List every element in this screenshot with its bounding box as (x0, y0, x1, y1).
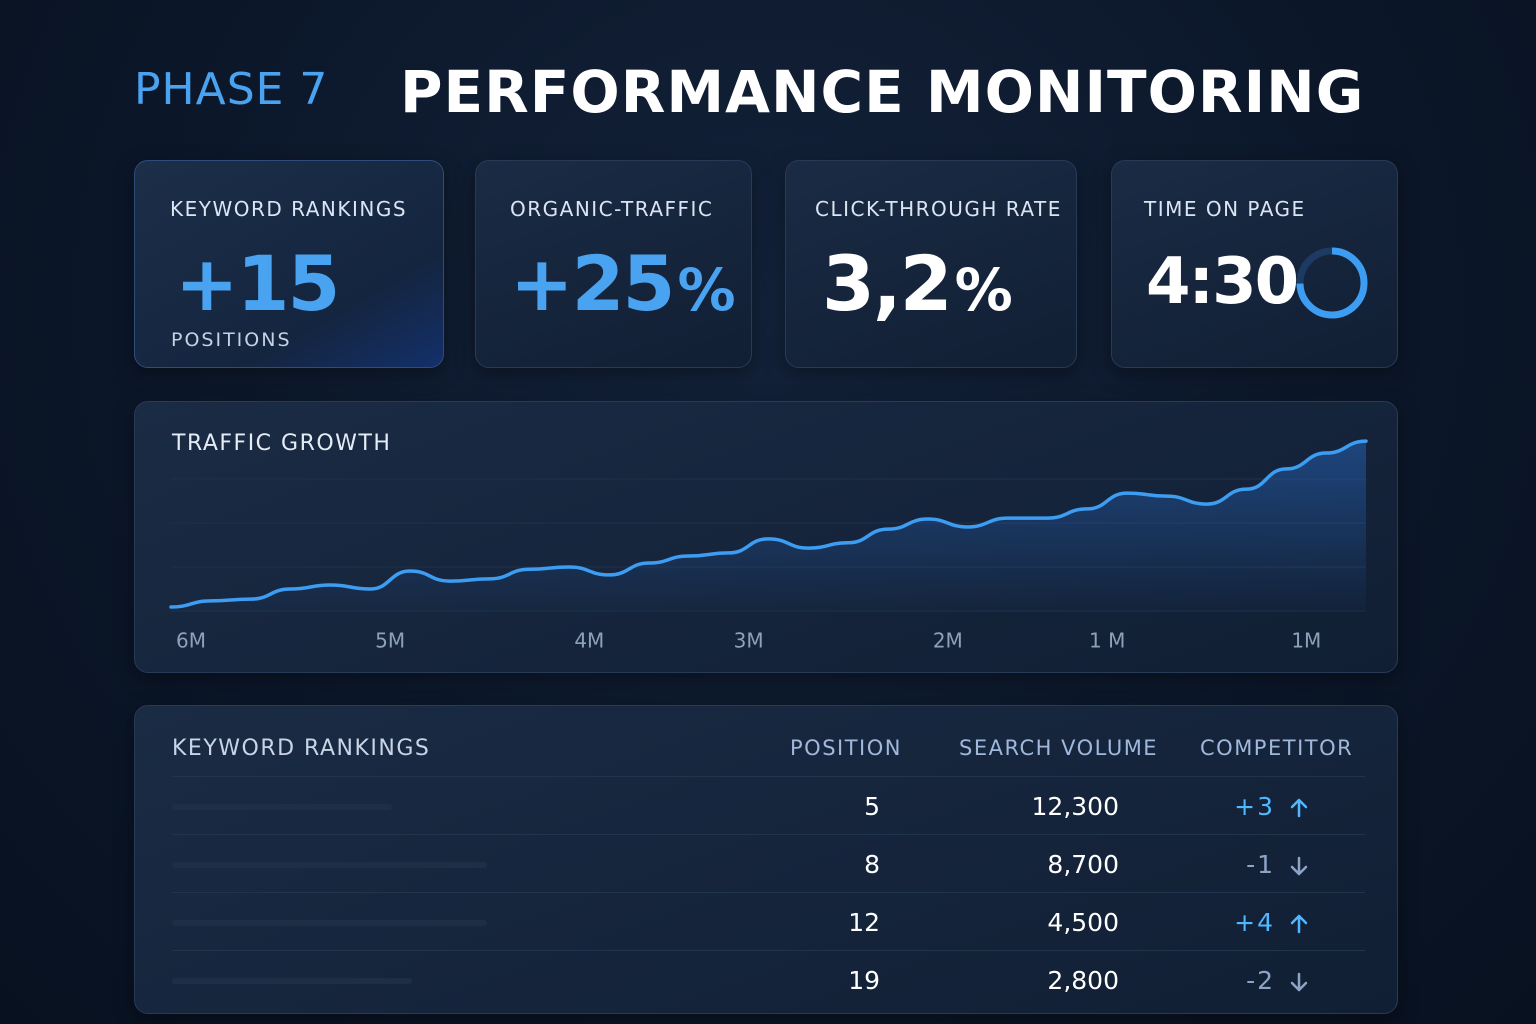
row-divider (172, 950, 1365, 951)
x-tick-label: 2M (933, 629, 963, 653)
kpi-card: CLICK-THROUGH RATE 3,2% (785, 160, 1077, 368)
keyword-placeholder (172, 862, 487, 868)
table-panel: KEYWORD RANKINGS POSITION SEARCH VOLUME CO… (134, 705, 1398, 1014)
position-cell: 5 (864, 792, 880, 821)
area (171, 441, 1366, 611)
x-tick-label: 1M (1291, 629, 1321, 653)
row-divider (172, 834, 1365, 835)
column-header: POSITION (790, 736, 902, 760)
keyword-placeholder (172, 804, 392, 810)
row-divider (172, 776, 1365, 777)
x-tick-label: 5M (375, 629, 405, 653)
volume-cell: 8,700 (1047, 850, 1119, 879)
column-header: SEARCH VOLUME (959, 736, 1159, 760)
volume-cell: 12,300 (1031, 792, 1119, 821)
ring-arc (1296, 247, 1368, 319)
chart: TRAFFIC GROWTH 6M 5M 4M 3M 2M 1 M 1M (169, 431, 1368, 653)
keyword-placeholder (172, 920, 487, 926)
competitor-cell: +4 (1234, 908, 1275, 937)
progress-ring (1296, 247, 1368, 319)
kpi-value: +15 (175, 239, 340, 328)
arrow-up (1290, 914, 1308, 934)
page-title: PERFORMANCE MONITORING (400, 58, 1365, 126)
kpi-label: TIME ON PAGE (1144, 197, 1306, 221)
table-title: KEYWORD RANKINGS (172, 736, 431, 761)
kpi-card: TIME ON PAGE 4:30 (1111, 160, 1398, 368)
x-tick-label: 6M (176, 629, 206, 653)
line (169, 439, 1368, 609)
chart-title: TRAFFIC GROWTH (171, 431, 391, 456)
position-cell: 19 (848, 966, 880, 995)
competitor-cell: -2 (1246, 966, 1275, 995)
kpi-value: 3,2 (822, 239, 953, 328)
volume-cell: 2,800 (1047, 966, 1119, 995)
arrow-up (1290, 798, 1308, 818)
arrow-down (1290, 856, 1308, 876)
kpi-label: KEYWORD RANKINGS (170, 197, 408, 221)
competitor-cell: +3 (1234, 792, 1275, 821)
keyword-placeholder (172, 978, 412, 984)
kpi-label: CLICK-THROUGH RATE (815, 197, 1062, 221)
row-divider (172, 892, 1365, 893)
kpi-sub: POSITIONS (171, 329, 292, 351)
position-cell: 8 (864, 850, 880, 879)
volume-cell: 4,500 (1047, 908, 1119, 937)
x-tick-label: 4M (574, 629, 604, 653)
column-header: COMPETITOR (1200, 736, 1354, 760)
phase-label: PHASE 7 (134, 64, 329, 115)
chart-panel: TRAFFIC GROWTH 6M 5M 4M 3M 2M 1 M 1M (134, 401, 1398, 673)
kpi-card: KEYWORD RANKINGS +15 POSITIONS (134, 160, 444, 368)
kpi-card: ORGANIC-TRAFFIC +25% (475, 160, 752, 368)
position-cell: 12 (848, 908, 880, 937)
arrow-down (1290, 972, 1308, 992)
competitor-cell: -1 (1246, 850, 1275, 879)
x-tick-label: 3M (734, 629, 764, 653)
kpi-value: +25 (510, 239, 675, 328)
kpi-label: ORGANIC-TRAFFIC (510, 197, 714, 221)
kpi-unit: % (954, 256, 1013, 324)
kpi-value: 4:30 (1146, 245, 1299, 319)
x-tick-label: 1 M (1089, 629, 1125, 653)
kpi-unit: % (677, 256, 735, 324)
